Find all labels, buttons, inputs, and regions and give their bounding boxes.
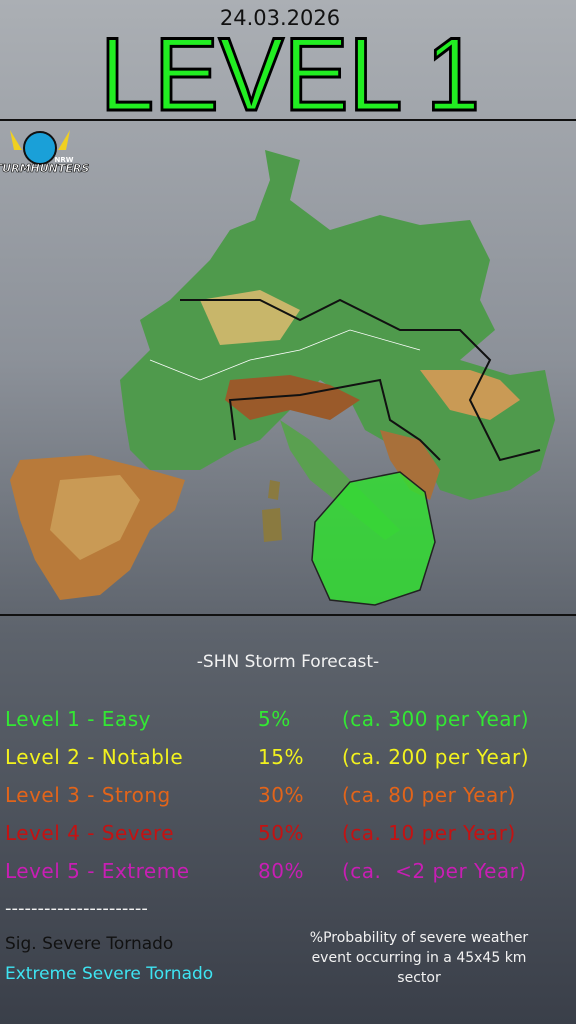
island [262,480,282,542]
level-probability: 5% [258,707,291,731]
note: %Probability of severe weather event occ… [309,930,529,986]
logo-name: STURMHUNTERS [0,162,89,175]
land [50,475,140,560]
level-row: Level 1 - Easy 5% (ca. 300 per Year) [0,707,576,737]
land [225,375,360,420]
level-frequency: (ca. 80 per Year) [342,783,516,807]
border [180,298,541,462]
legend-entry: Extreme Severe Tornado [5,964,214,984]
divider: ---------------------- [5,898,148,919]
level-name: Level 4 - Severe [5,821,175,845]
date: 24.03.2026 [220,6,340,30]
land [120,150,555,500]
border [149,329,421,381]
level-name: Level 5 - Extreme [5,859,190,883]
logo-region: NRW [55,156,74,164]
legend-entry: Sig. Severe Tornado [5,934,174,954]
level-frequency: (ca. <2 per Year) [342,859,527,883]
map [10,150,555,606]
level-name: Level 2 - Notable [5,745,184,769]
level-frequency: (ca. 200 per Year) [342,745,530,769]
level-row: Level 2 - Notable 15% (ca. 200 per Year) [0,745,576,775]
logo: STURMHUNTERS NRW [0,130,90,175]
level-frequency: (ca. 300 per Year) [342,707,530,731]
level-probability: 15% [258,745,304,769]
header-map: 24.03.2026 LEVEL 1 STURMHUNTERS NRW [0,6,576,616]
level-probability: 50% [258,821,304,845]
level-name: Level 1 - Easy [5,707,151,731]
land [380,430,440,500]
risk-area [311,471,436,606]
level-row: Level 5 - Extreme 80% (ca. <2 per Year) [0,859,576,889]
level-probability: 30% [258,783,304,807]
level-title: LEVEL 1 [100,17,480,133]
forecast-title: -SHN Storm Forecast- [196,652,380,672]
level-name: Level 3 - Strong [5,783,171,807]
level-row: Level 3 - Strong 30% (ca. 80 per Year) [0,783,576,813]
land [420,370,520,420]
land [200,290,300,345]
border [228,378,441,461]
level-frequency: (ca. 10 per Year) [342,821,516,845]
level-probability: 80% [258,859,304,883]
level-row: Level 4 - Severe 50% (ca. 10 per Year) [0,821,576,851]
